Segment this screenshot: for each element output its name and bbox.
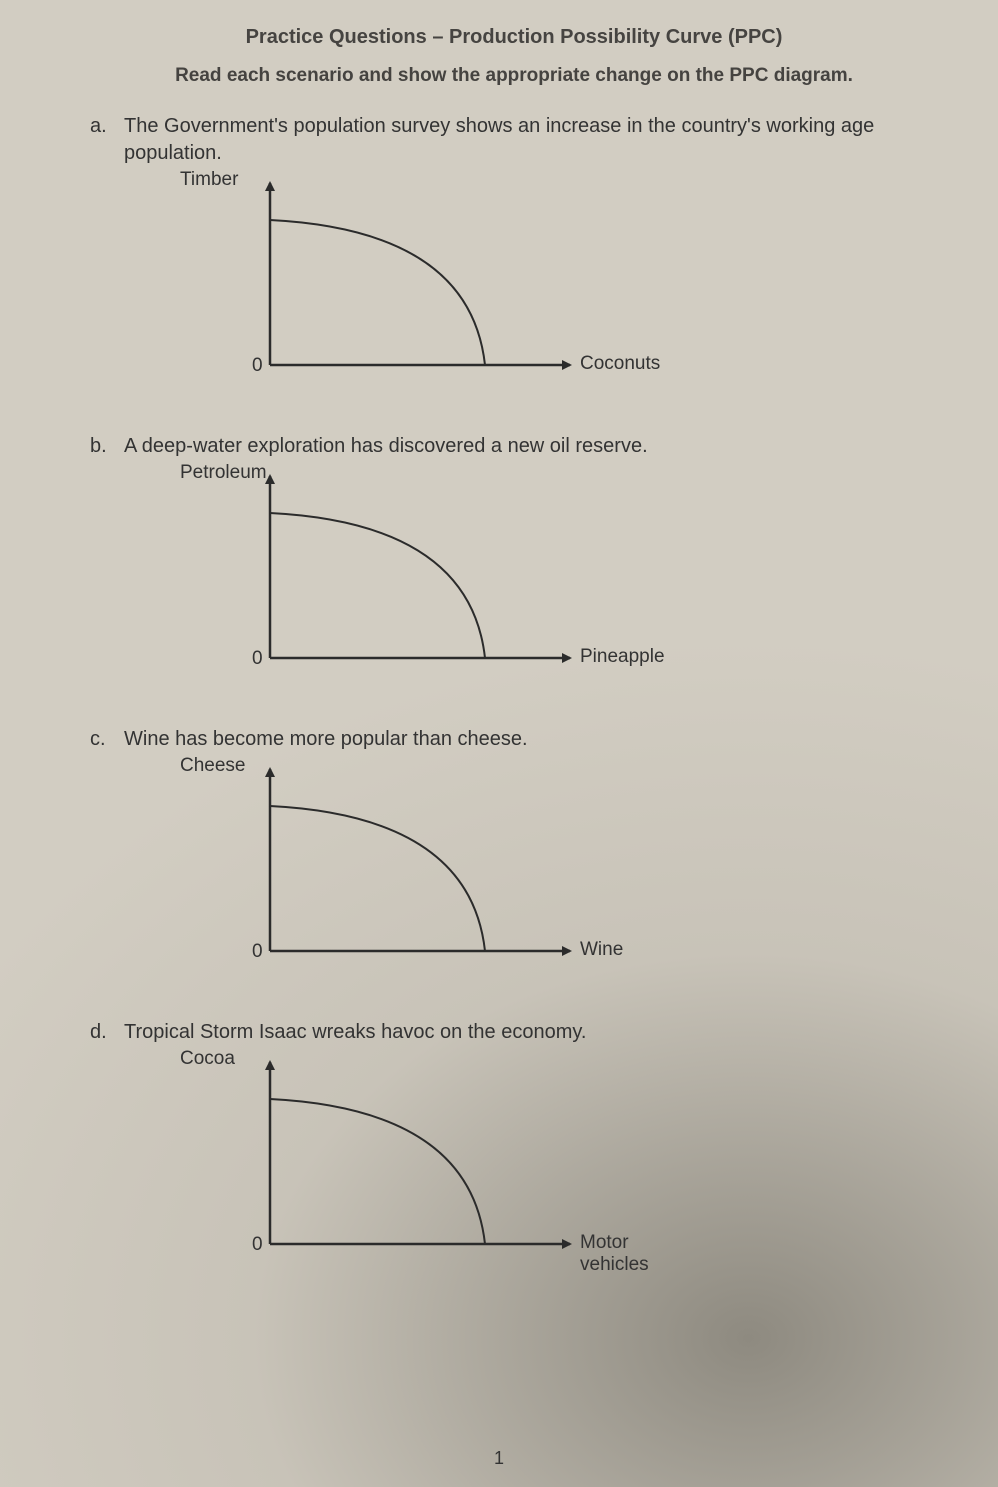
question-letter: b. xyxy=(90,433,124,460)
question-text: a.The Government's population survey sho… xyxy=(90,113,938,167)
question-block: b.A deep-water exploration has discovere… xyxy=(90,433,938,698)
question-body: Tropical Storm Isaac wreaks havoc on the… xyxy=(124,1019,938,1046)
question-text: d.Tropical Storm Isaac wreaks havoc on t… xyxy=(90,1019,938,1046)
x-axis-label: Pineapple xyxy=(580,646,665,668)
question-block: a.The Government's population survey sho… xyxy=(90,113,938,405)
x-axis-label: Coconuts xyxy=(580,353,660,375)
y-axis-label: Cheese xyxy=(180,755,246,777)
questions-list: a.The Government's population survey sho… xyxy=(90,113,938,1284)
ppc-chart: Cocoa0Motor vehicles xyxy=(180,1054,700,1284)
y-axis-label: Cocoa xyxy=(180,1048,235,1070)
x-axis-label: Wine xyxy=(580,939,623,961)
ppc-chart: Petroleum0Pineapple xyxy=(180,468,700,698)
question-letter: d. xyxy=(90,1019,124,1046)
page-subtitle: Read each scenario and show the appropri… xyxy=(90,65,938,87)
question-letter: a. xyxy=(90,113,124,140)
worksheet-page: Practice Questions – Production Possibil… xyxy=(0,0,998,1487)
ppc-svg xyxy=(250,468,580,678)
question-block: c.Wine has become more popular than chee… xyxy=(90,726,938,991)
ppc-svg xyxy=(250,175,580,385)
ppc-chart: Cheese0Wine xyxy=(180,761,700,991)
page-number: 1 xyxy=(0,1448,998,1469)
question-body: A deep-water exploration has discovered … xyxy=(124,433,938,460)
question-letter: c. xyxy=(90,726,124,753)
origin-label: 0 xyxy=(252,1234,263,1256)
y-axis-label: Timber xyxy=(180,169,238,191)
question-text: c.Wine has become more popular than chee… xyxy=(90,726,938,753)
question-text: b.A deep-water exploration has discovere… xyxy=(90,433,938,460)
x-axis-label: Motor vehicles xyxy=(580,1232,700,1276)
ppc-chart: Timber0Coconuts xyxy=(180,175,700,405)
origin-label: 0 xyxy=(252,941,263,963)
page-title: Practice Questions – Production Possibil… xyxy=(90,26,938,49)
ppc-svg xyxy=(250,1054,580,1264)
ppc-svg xyxy=(250,761,580,971)
question-body: The Government's population survey shows… xyxy=(124,113,938,167)
question-block: d.Tropical Storm Isaac wreaks havoc on t… xyxy=(90,1019,938,1284)
origin-label: 0 xyxy=(252,648,263,670)
origin-label: 0 xyxy=(252,355,263,377)
question-body: Wine has become more popular than cheese… xyxy=(124,726,938,753)
